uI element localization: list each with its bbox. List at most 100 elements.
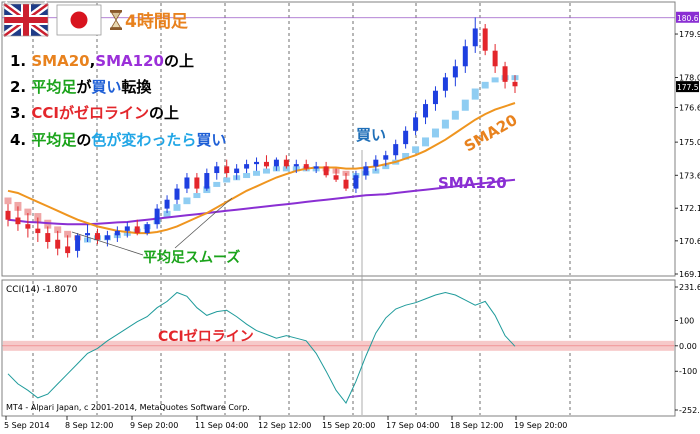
candle-25 — [254, 161, 260, 165]
ha-bar-47 — [471, 88, 479, 100]
rule-3: 3. CCIがゼロラインの上 — [10, 104, 179, 122]
candle-32 — [323, 166, 329, 176]
price-tick-label-1: 178.00 — [679, 73, 700, 82]
japan-flag-icon — [56, 4, 102, 36]
x-tick-label-2: 9 Sep 20:00 — [130, 421, 178, 430]
candle-9 — [94, 233, 100, 240]
ha-bar-42 — [422, 137, 430, 147]
candle-10 — [104, 235, 110, 240]
ha-bar-18 — [183, 197, 191, 205]
cci-tick-label-3: -100 — [679, 367, 697, 376]
price-tick-label-4: 173.60 — [679, 171, 700, 180]
ha-bar-43 — [431, 128, 439, 138]
candle-47 — [472, 28, 478, 47]
price-tick-label-6: 170.65 — [679, 237, 700, 246]
candle-5 — [55, 239, 61, 249]
rule-4: 4. 平均足の色が変わったら買い — [10, 131, 226, 149]
high-price-label: 180.681 — [677, 14, 700, 23]
current-price-label: 177.563 — [677, 83, 700, 92]
rule-part: SMA20 — [31, 52, 89, 70]
candle-24 — [244, 164, 250, 169]
candle-2 — [25, 224, 31, 229]
rule-part: , — [90, 52, 96, 70]
rule-1: 1. SMA20,SMA120の上 — [10, 52, 194, 70]
price-tick-label-0: 179.95 — [679, 30, 700, 39]
candle-33 — [333, 175, 339, 180]
ha-bar-28 — [282, 166, 290, 172]
candle-44 — [442, 77, 448, 91]
candle-11 — [114, 230, 120, 236]
sma120-annotation: SMA120 — [438, 174, 507, 192]
rule-part: 平均足 — [31, 131, 77, 149]
ha-bar-41 — [412, 146, 420, 154]
timeframe-title: 4時間足 — [125, 11, 188, 32]
candle-34 — [343, 179, 349, 189]
price-tick-label-2: 176.65 — [679, 103, 700, 112]
candle-50 — [502, 66, 508, 82]
copyright: MT4 - Alpari Japan, c 2001-2014, MetaQuo… — [6, 403, 250, 412]
candle-16 — [164, 199, 170, 209]
high-price-tag — [676, 11, 699, 23]
ha-bar-16 — [163, 210, 171, 218]
ha-bar-0 — [4, 197, 12, 205]
cci-tick-label-0: 231.6974 — [679, 283, 700, 292]
ha-bar-48 — [481, 81, 489, 89]
ha-bar-26 — [262, 168, 270, 174]
x-tick-label-0: 5 Sep 2014 — [4, 421, 50, 430]
rule-part: 色が変わったら — [91, 131, 196, 149]
candle-42 — [423, 104, 429, 118]
ha-bar-37 — [372, 168, 380, 174]
candle-36 — [363, 166, 369, 176]
rule-part: が — [76, 78, 92, 96]
rule-part: 平均足 — [31, 78, 77, 96]
rule-number: 3. — [10, 104, 31, 122]
ha-bar-24 — [243, 173, 251, 179]
candle-0 — [5, 210, 11, 220]
candle-3 — [35, 228, 41, 234]
x-tick-label-1: 8 Sep 12:00 — [65, 421, 113, 430]
axes-layer: 179.95 178.00 176.65 175.09 173.60 172.12 170.… — [4, 11, 700, 430]
x-tick-label-7: 18 Sep 12:00 — [450, 421, 503, 430]
candle-29 — [293, 164, 299, 167]
ha-bar-5 — [54, 226, 62, 234]
candle-19 — [194, 177, 200, 189]
candle-1 — [15, 217, 21, 225]
candle-51 — [512, 81, 518, 87]
ha-bar-49 — [491, 77, 499, 83]
candle-46 — [462, 46, 468, 67]
rule-part: の上 — [164, 52, 194, 70]
price-tick-label-3: 175.09 — [679, 138, 700, 147]
ha-bar-6 — [64, 230, 72, 238]
header: 4時間足 — [1, 1, 188, 39]
candle-48 — [482, 28, 488, 51]
cci-tick-label-1: 100 — [679, 316, 694, 325]
cci-zero-band-layer — [2, 340, 675, 351]
ha-bar-22 — [223, 177, 231, 183]
ha-bar-19 — [193, 193, 201, 199]
candle-4 — [45, 233, 51, 242]
ha-bar-17 — [173, 204, 181, 211]
buy-annotation: 買い — [356, 126, 386, 144]
price-tick-label-7: 169.16 — [679, 270, 700, 279]
ha-bar-46 — [461, 99, 469, 111]
cci-label: CCI(14) -1.8070 — [6, 285, 78, 295]
candle-21 — [214, 166, 220, 174]
smooth-annotation: 平均足スムーズ — [143, 249, 240, 266]
rule-part: CCIがゼロライン — [31, 104, 149, 122]
rule-part: SMA120 — [95, 52, 164, 70]
rule-2: 2. 平均足が買い転換 — [10, 78, 152, 96]
candle-7 — [75, 235, 81, 251]
rule-part: の上 — [149, 104, 179, 122]
x-tick-label-6: 17 Sep 04:00 — [386, 421, 439, 430]
ha-bar-25 — [253, 170, 261, 176]
candle-22 — [224, 166, 230, 174]
rule-part: 転換 — [121, 78, 152, 96]
candle-20 — [204, 173, 210, 189]
smooth-pointer-2 — [174, 197, 233, 249]
candle-49 — [492, 50, 498, 67]
x-tick-label-3: 11 Sep 04:00 — [195, 421, 248, 430]
rule-number: 2. — [10, 78, 31, 96]
candle-27 — [273, 159, 279, 167]
ha-bar-38 — [382, 164, 390, 170]
candle-38 — [383, 155, 389, 160]
